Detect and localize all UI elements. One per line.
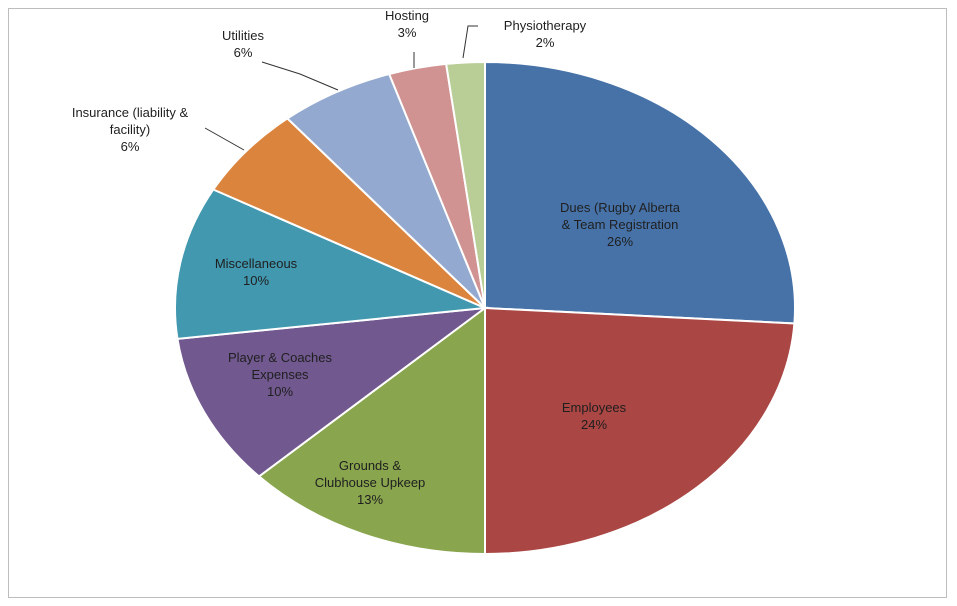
pie-slice-dues-rugby-alberta-team-registration — [484, 60, 796, 325]
slice-label-employees: Employees 24% — [562, 400, 627, 432]
slice-label-dues-rugby-alberta-team-registration: Dues (Rugby Alberta & Team Registration 26… — [560, 200, 681, 249]
pie-slice-miscellaneous — [174, 188, 489, 340]
slice-label-insurance-liability-facility: Insurance (liability & facility) 6% — [72, 105, 189, 154]
leader-line-utilities — [261, 61, 339, 91]
slice-labels: Dues (Rugby Alberta & Team Registration 26… — [72, 8, 681, 507]
pie-slice-physiotherapy — [444, 60, 486, 309]
leader-lines — [204, 25, 478, 151]
slice-label-grounds-clubhouse-upkeep: Grounds & Clubhouse Upkeep 13% — [315, 458, 426, 507]
slice-label-physiotherapy: Physiotherapy 2% — [504, 18, 587, 50]
leader-line-insurance-liability-facility — [204, 127, 245, 151]
slice-label-player-coaches-expenses: Player & Coaches Expenses 10% — [228, 350, 333, 399]
pie-slice-player-coaches-expenses — [176, 306, 489, 478]
pie-slices — [174, 60, 796, 556]
pie-slice-grounds-clubhouse-upkeep — [257, 306, 486, 556]
slice-label-utilities: Utilities 6% — [222, 28, 264, 60]
leader-line-physiotherapy — [462, 25, 478, 59]
pie-slice-employees — [484, 306, 796, 556]
slice-label-miscellaneous: Miscellaneous 10% — [215, 256, 298, 288]
slice-label-hosting: Hosting 3% — [385, 8, 429, 40]
